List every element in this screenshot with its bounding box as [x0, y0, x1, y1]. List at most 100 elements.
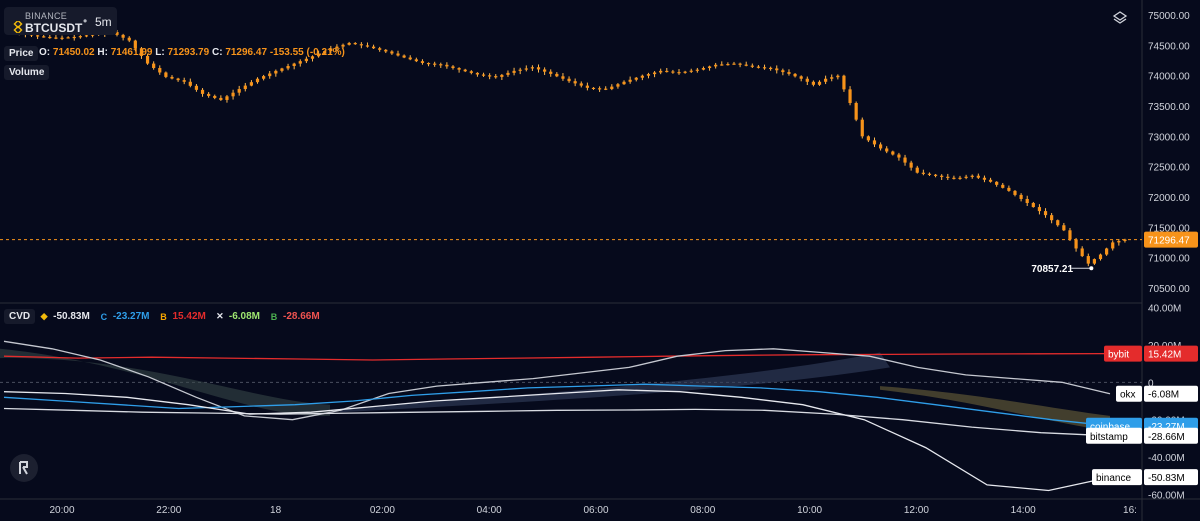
price-axis-tick-label: 70500.00: [1148, 284, 1190, 295]
candle-body: [433, 63, 437, 65]
candle-body: [970, 175, 974, 177]
candle-body: [188, 81, 192, 86]
candle-body: [1025, 198, 1029, 204]
price-axis-tick-label: 74000.00: [1148, 72, 1190, 83]
candle-body: [255, 78, 260, 83]
candle-body: [811, 81, 816, 85]
candle-body: [891, 151, 895, 155]
candle-body: [84, 35, 89, 37]
layers-icon[interactable]: [1112, 10, 1128, 26]
price-axis-tick-label: 72000.00: [1148, 193, 1190, 204]
candle-body: [1062, 225, 1066, 231]
cvd-series-name-label: bitstamp: [1090, 432, 1128, 443]
candle-body: [622, 81, 626, 85]
candle-body: [115, 32, 119, 35]
candle-body: [475, 72, 480, 75]
candle-body: [176, 78, 180, 81]
candle-body: [298, 61, 302, 64]
close-label: C:: [211, 47, 223, 58]
cvd-legend-items: ◆ -50.83M C -23.27M B 15.42M ✕ -6.08M B -28.66M: [39, 311, 320, 322]
candle-body: [145, 55, 150, 64]
price-axis-tick-label: 72500.00: [1148, 163, 1190, 174]
candle-body: [878, 144, 883, 149]
cvd-axis-tick-label: -60.00M: [1148, 490, 1185, 501]
time-axis-tick-label: 14:00: [1011, 505, 1036, 516]
candle-body: [286, 66, 290, 69]
separator-dot: •: [83, 14, 88, 28]
candle-body: [903, 157, 907, 163]
candle-body: [66, 37, 70, 39]
timeframe-label[interactable]: 5m: [95, 15, 112, 29]
price-pane-tag[interactable]: Price: [4, 46, 39, 61]
candle-body: [738, 63, 742, 65]
candle-body: [976, 175, 980, 178]
candle-body: [799, 76, 803, 79]
candle-body: [634, 77, 638, 80]
candle-body: [756, 66, 761, 68]
candle-body: [90, 34, 95, 36]
candle-body: [463, 69, 467, 72]
candle-body: [292, 63, 296, 67]
candle-body: [817, 81, 822, 85]
candle-body: [78, 36, 82, 38]
candle-body: [988, 179, 993, 182]
candle-body: [1080, 248, 1084, 257]
cvd-pane-tag[interactable]: CVD: [4, 309, 36, 324]
cvd-series-value-box: [1144, 345, 1198, 362]
cvd-band: [340, 352, 890, 413]
binance-logo-icon: [13, 21, 23, 33]
candle-body: [933, 174, 938, 176]
candle-body: [652, 72, 657, 75]
candle-body: [158, 68, 162, 73]
candle-body: [750, 65, 754, 67]
candle-body: [732, 63, 736, 65]
candle-body: [695, 69, 699, 71]
coinbase-icon: C: [100, 311, 108, 322]
candle-body: [48, 36, 52, 39]
cvd-series-name-label: coinbase: [1090, 422, 1130, 433]
candle-body: [60, 37, 64, 39]
candle-body: [585, 85, 589, 88]
symbol-label: BTCUSDT: [25, 21, 83, 35]
tradingview-mark-icon: [19, 461, 28, 475]
symbol-info-box[interactable]: BINANCE BTCUSDT • 5m: [4, 7, 117, 35]
candle-body: [677, 72, 681, 74]
candle-body: [689, 70, 693, 72]
candle-body: [683, 71, 687, 73]
candle-body: [1019, 194, 1023, 199]
candle-body: [561, 76, 565, 79]
low-marker-dot: [1089, 266, 1094, 271]
time-axis-tick-label: 12:00: [904, 505, 929, 516]
cvd-legend: CVD ◆ -50.83M C -23.27M B 15.42M ✕ -6.08M B -28.6…: [4, 309, 320, 324]
bitstamp-icon: B: [270, 311, 278, 322]
volume-pane-tag[interactable]: Volume: [4, 65, 50, 80]
candle-body: [512, 70, 516, 73]
candle-body: [402, 55, 406, 58]
cvd-legend-value: -23.27M: [112, 311, 150, 322]
candle-body: [481, 74, 486, 76]
change-value: -153.55: [269, 47, 304, 58]
candle-body: [744, 64, 748, 66]
candle-body: [1123, 239, 1127, 242]
candle-body: [152, 63, 156, 69]
candle-body: [359, 44, 363, 46]
tradingview-logo-icon[interactable]: [10, 454, 38, 482]
cvd-series-line-binance: [3, 389, 1111, 492]
candle-body: [225, 96, 229, 100]
candle-body: [414, 59, 418, 62]
candle-body: [769, 67, 773, 70]
candle-body: [555, 73, 559, 77]
candle-body: [237, 89, 241, 93]
candle-body: [866, 136, 870, 141]
candle-body: [1086, 256, 1090, 264]
candle-body: [1050, 215, 1054, 221]
candle-body: [1037, 207, 1042, 212]
candle-body: [915, 167, 919, 173]
exchange-label: BINANCE: [25, 11, 68, 21]
candle-body: [219, 97, 223, 100]
price-axis-tick-label: 71000.00: [1148, 254, 1190, 265]
cvd-axis-tick-label: 0: [1148, 378, 1154, 389]
candle-body: [457, 68, 461, 70]
